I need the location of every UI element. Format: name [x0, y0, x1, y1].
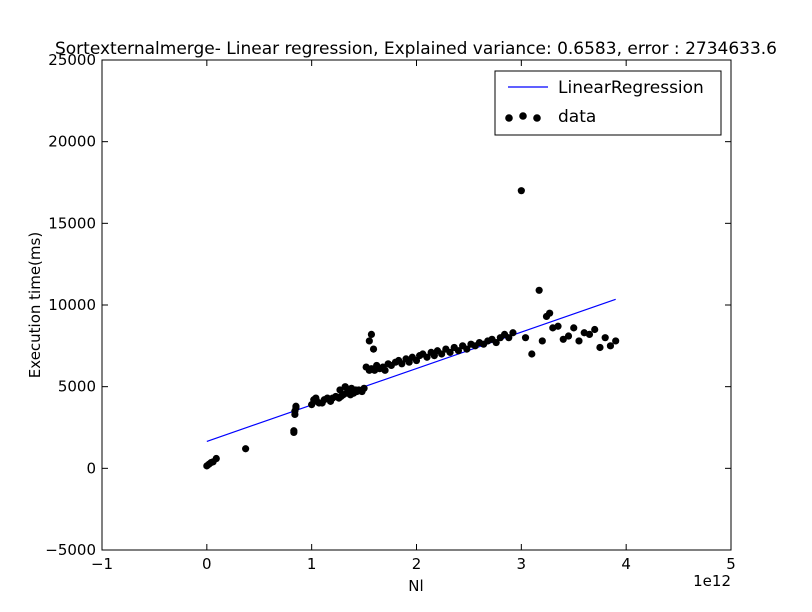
x-tick-label: 2: [412, 555, 422, 573]
data-point: [575, 337, 583, 345]
data-point: [365, 337, 373, 345]
x-tick-label: 4: [621, 555, 631, 573]
data-point: [360, 384, 368, 392]
y-tick-label: 0: [86, 459, 96, 477]
data-point: [352, 386, 360, 394]
data-point: [438, 350, 446, 358]
data-point: [369, 345, 378, 353]
legend-marker-1: [505, 114, 513, 122]
data-point: [570, 324, 578, 332]
data-point: [538, 337, 546, 345]
data-point: [521, 334, 530, 342]
data-point: [585, 330, 594, 338]
data-point: [559, 335, 567, 343]
data-point: [341, 383, 349, 391]
data-point: [505, 334, 513, 342]
data-point: [292, 402, 300, 410]
data-point: [517, 187, 525, 195]
data-point: [290, 427, 298, 435]
data-point: [446, 348, 454, 356]
data-point: [463, 345, 471, 353]
legend-label-data: data: [558, 107, 596, 127]
data-point: [212, 454, 220, 463]
y-tick-label: 25000: [48, 51, 96, 69]
data-point: [367, 330, 376, 338]
y-tick-label: 20000: [48, 133, 96, 151]
data-point: [606, 342, 615, 350]
data-point: [398, 360, 406, 368]
y-axis-label: Execution time(ms): [26, 232, 44, 378]
y-tick-label: −5000: [45, 541, 96, 559]
data-point: [591, 325, 599, 334]
data-point: [528, 350, 536, 358]
data-point: [535, 286, 543, 294]
legend-marker-2: [519, 112, 527, 120]
legend-box: [494, 70, 722, 136]
y-tick-label: 10000: [48, 296, 96, 314]
data-point: [509, 329, 517, 337]
chart-title: Sortexternalmerge- Linear regression, Ex…: [55, 39, 777, 59]
x-axis-label: Nl: [408, 577, 423, 595]
x-axis-offset-label: 1e12: [693, 572, 731, 590]
axis-ticks: −1 0 1 2 3 4 5 −5000 0 5000 10000 15000 20000 25000: [45, 51, 736, 573]
data-point: [454, 347, 463, 355]
x-tick-label: −1: [91, 555, 113, 573]
data-point: [492, 338, 500, 347]
data-point: [336, 386, 344, 394]
x-tick-label: 3: [517, 555, 527, 573]
y-tick-label: 15000: [48, 214, 96, 232]
x-tick-label: 0: [202, 555, 212, 573]
legend: LinearRegression data: [494, 70, 722, 136]
data-point: [381, 366, 389, 374]
legend-marker-3: [533, 114, 541, 122]
data-point: [612, 337, 620, 345]
legend-label-linear-regression: LinearRegression: [558, 78, 704, 98]
data-point: [596, 343, 604, 352]
data-marks: [203, 187, 620, 470]
y-tick-label: 5000: [58, 378, 96, 396]
x-tick-label: 1: [307, 555, 317, 573]
regression-line: [206, 298, 616, 442]
x-tick-label: 5: [726, 555, 736, 573]
data-point: [601, 334, 609, 342]
data-point: [554, 322, 562, 330]
data-point: [423, 353, 431, 361]
data-point: [242, 445, 250, 453]
data-point: [546, 309, 554, 317]
data-point: [564, 332, 573, 340]
